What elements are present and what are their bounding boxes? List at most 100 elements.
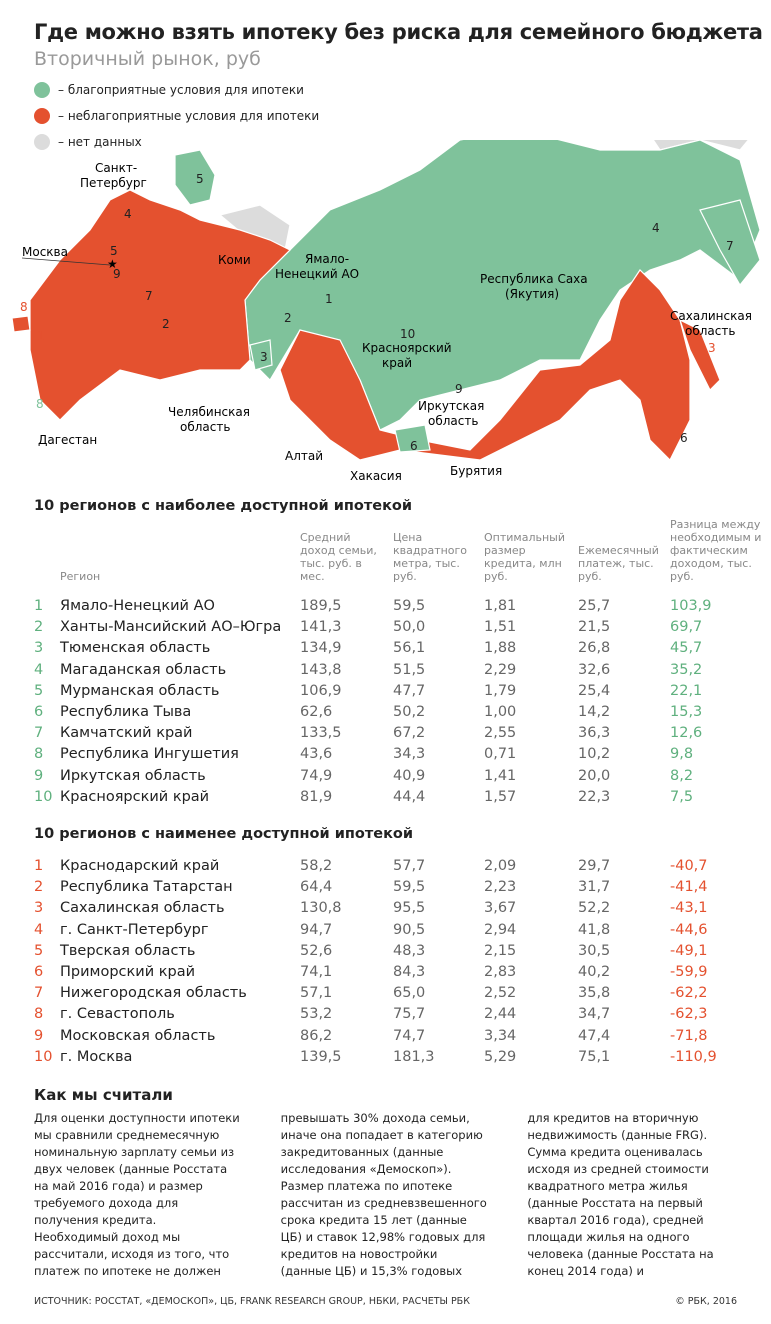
cell-value: 95,5 [393, 900, 426, 917]
cell-value: 90,5 [393, 921, 426, 938]
cell-value: 59,5 [393, 879, 426, 896]
cell-value: 56,1 [393, 640, 426, 657]
cell-value: 62,6 [300, 704, 333, 720]
label-line: Сахалинская [670, 309, 752, 323]
cell-value: 53,2 [300, 1006, 333, 1023]
cell-value: 3,67 [484, 900, 517, 917]
cell-value: 2,52 [484, 985, 517, 1002]
map-marker: 9 [455, 382, 463, 396]
cell-value: 2,83 [484, 964, 517, 980]
rank: 5 [34, 942, 44, 959]
rank: 10 [34, 1048, 53, 1065]
map-label: Москва [22, 245, 68, 259]
cell-value: -49,1 [670, 942, 708, 959]
label-line: (Якутия) [505, 287, 559, 301]
cell-value: 64,4 [300, 879, 333, 896]
rank: 1 [34, 858, 44, 874]
map-marker: 2 [284, 311, 292, 325]
label-line: область [685, 324, 735, 338]
title: Где можно взять ипотеку без риска для се… [34, 20, 763, 44]
map-marker: 8 [20, 300, 28, 314]
cell-value: 2,55 [484, 725, 517, 742]
cell-value: 103,9 [670, 598, 712, 614]
label-line: Иркутская [418, 399, 484, 413]
rank: 7 [34, 725, 44, 742]
label-line: Ненецкий АО [275, 267, 359, 281]
cell-value: 8,2 [670, 767, 694, 784]
cell-value: 81,9 [300, 788, 333, 805]
cell-value: 58,2 [300, 858, 333, 874]
map-marker: 9 [113, 267, 121, 281]
cell-value: 133,5 [300, 725, 342, 742]
method-title: Как мы считали [34, 1086, 173, 1104]
cell-value: 52,6 [300, 942, 333, 959]
cell-value: -44,6 [670, 921, 708, 938]
cell-value: 75,1 [578, 1048, 611, 1065]
cell-value: 20,0 [578, 767, 611, 784]
cell-value: -71,8 [670, 1027, 708, 1044]
cell-value: 12,6 [670, 725, 703, 742]
cell-value: 69,7 [670, 619, 703, 636]
cell-value: 1,88 [484, 640, 517, 657]
cell-value: 130,8 [300, 900, 342, 917]
cell-value: 2,09 [484, 858, 517, 874]
map-label: Ямало-Ненецкий АО [275, 252, 359, 281]
cell-value: 26,8 [578, 640, 611, 657]
cell-value: 25,4 [578, 682, 611, 699]
label-line: край [382, 356, 412, 370]
cell-value: 3,34 [484, 1027, 517, 1044]
rank: 2 [34, 879, 44, 896]
rank: 5 [34, 682, 44, 699]
region-name: Сахалинская область [60, 900, 225, 917]
region-good [174, 149, 216, 206]
cell-value: 2,23 [484, 879, 517, 896]
column-header: Средний доход семьи, тыс. руб. в мес. [300, 505, 388, 583]
cell-value: 57,1 [300, 985, 333, 1002]
region-name: Камчатский край [60, 725, 193, 742]
label-line: Ямало- [305, 252, 349, 266]
cell-value: 1,00 [484, 704, 517, 720]
header-text: Цена квадратного метра, тыс. руб. [393, 531, 468, 583]
column-header: Оптимальный размер кредита, млн руб. [484, 505, 572, 583]
cell-value: 48,3 [393, 942, 426, 959]
cell-value: 94,7 [300, 921, 333, 938]
map-label: Дагестан [38, 433, 97, 447]
cell-value: 57,7 [393, 858, 426, 874]
region-nodata [652, 140, 750, 151]
region-name: Магаданская область [60, 661, 227, 678]
region-name: Красноярский край [60, 788, 210, 805]
legend-swatch [34, 108, 50, 124]
cell-value: -59,9 [670, 964, 708, 980]
rank: 8 [34, 746, 44, 763]
column-header: Разница между необходимым и фактическим … [670, 505, 762, 583]
map-label: Хакасия [350, 469, 402, 483]
header-text: Регион [60, 570, 101, 583]
region-name: Тверская область [60, 942, 196, 959]
rank: 9 [34, 1027, 44, 1044]
cell-value: 15,3 [670, 704, 703, 720]
map-label: Красноярский край [362, 341, 452, 370]
region-bad [11, 315, 31, 333]
cell-value: 35,2 [670, 661, 703, 678]
cell-value: 181,3 [393, 1048, 435, 1065]
map-label: Сахалинская область [670, 309, 752, 338]
label-line: Республика Саха [480, 272, 588, 286]
table-title: 10 регионов с наименее доступной ипотеко… [34, 826, 414, 842]
map-label: Иркутская область [418, 399, 484, 428]
label-line: Санкт- [95, 161, 137, 175]
cell-value: 22,1 [670, 682, 703, 699]
region-name: Ямало-Ненецкий АО [60, 598, 215, 614]
legend-label: – нет данных [58, 135, 142, 149]
cell-value: 139,5 [300, 1048, 342, 1065]
leader-line [21, 257, 111, 266]
cell-value: -62,3 [670, 1006, 708, 1023]
cell-value: 52,2 [578, 900, 611, 917]
rank: 6 [34, 964, 44, 980]
map-marker: 5 [196, 172, 204, 186]
region-bad [279, 269, 691, 462]
cell-value: 84,3 [393, 964, 426, 980]
cell-value: 30,5 [578, 942, 611, 959]
map-marker: 7 [726, 239, 734, 253]
